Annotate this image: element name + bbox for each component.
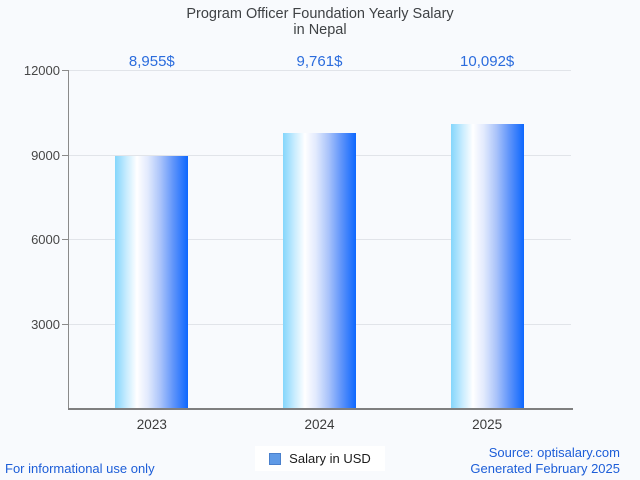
y-axis (68, 70, 69, 408)
source-block: Source: optisalary.com Generated Februar… (470, 445, 620, 477)
x-axis-label: 2024 (304, 417, 335, 432)
y-axis-label: 9000 (31, 147, 60, 163)
legend-swatch-icon (269, 452, 282, 465)
bar-value-label: 10,092$ (460, 53, 515, 70)
y-axis-tick (62, 323, 68, 325)
y-axis-label: 12000 (23, 63, 60, 78)
legend: Salary in USD (0, 446, 640, 471)
legend-label: Salary in USD (289, 451, 371, 466)
chart-title-line2: in Nepal (293, 22, 347, 38)
bar[interactable] (115, 155, 189, 408)
bar[interactable] (283, 133, 356, 408)
x-axis-label: 2025 (472, 417, 503, 432)
y-axis-tick (62, 154, 68, 156)
x-axis-label: 2023 (136, 417, 167, 432)
source-text: Source: optisalary.com (488, 445, 620, 460)
bar[interactable] (450, 123, 524, 408)
x-axis (68, 408, 573, 410)
generated-text: Generated February 2025 (470, 461, 620, 476)
gridline (68, 70, 571, 71)
legend-item-salary: Salary in USD (255, 446, 385, 471)
y-axis-label: 3000 (31, 316, 60, 332)
y-axis-tick (62, 239, 68, 240)
y-axis-tick (62, 70, 68, 71)
bar-value-label: 8,955$ (128, 53, 175, 70)
disclaimer-text: For informational use only (5, 461, 155, 476)
bar-value-label: 9,761$ (296, 53, 343, 70)
y-axis-label: 6000 (31, 232, 60, 247)
chart-title: Program Officer Foundation Yearly Salary… (0, 6, 640, 38)
chart-title-line1: Program Officer Foundation Yearly Salary (186, 6, 454, 22)
